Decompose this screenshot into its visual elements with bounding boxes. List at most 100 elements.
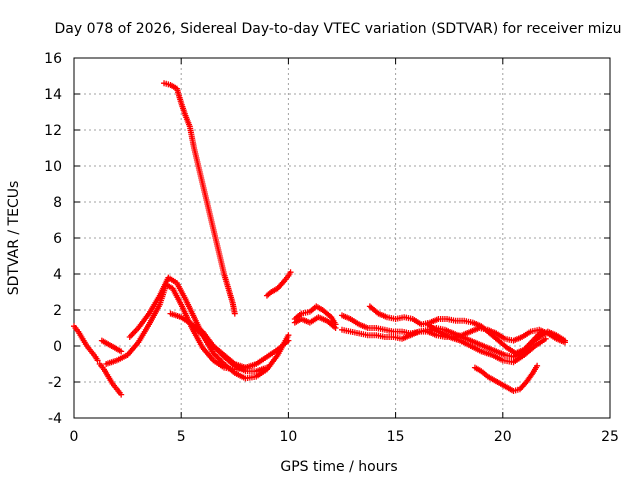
data-point [173, 85, 184, 105]
data-point [510, 386, 521, 394]
data-point [165, 274, 179, 285]
data-point [461, 317, 474, 326]
data-point [92, 353, 100, 362]
data-point [203, 199, 214, 221]
data-point [435, 328, 451, 340]
data-point [523, 371, 535, 385]
data-point [450, 330, 464, 340]
data-point [478, 368, 490, 379]
data-point [298, 316, 312, 325]
series-track-o [424, 321, 549, 366]
data-point [253, 355, 269, 367]
data-point [182, 112, 193, 128]
data-point [71, 323, 80, 333]
data-point [521, 339, 535, 353]
data-point [538, 328, 545, 335]
data-point [146, 294, 162, 317]
data-point [210, 343, 226, 359]
data-point [467, 343, 483, 354]
data-point [529, 364, 540, 376]
axis-ticks: -4 -2 0 2 4 6 8 10 12 14 16 0 5 10 15 20 25 [44, 51, 619, 445]
data-point [531, 337, 547, 349]
data-point [467, 325, 481, 335]
data-point [96, 361, 106, 371]
data-point [486, 330, 501, 343]
data-point [118, 348, 125, 355]
y-tick-label: 12 [44, 123, 62, 139]
data-point [332, 325, 339, 331]
data-point [561, 337, 568, 344]
data-point [491, 377, 503, 386]
data-point [188, 321, 204, 334]
data-point [516, 380, 529, 393]
data-point [188, 325, 205, 349]
data-point [169, 285, 184, 306]
data-point [113, 386, 123, 396]
data-points [71, 80, 568, 398]
data-point [231, 362, 247, 374]
data-point [199, 344, 216, 362]
y-tick-label: 10 [44, 159, 62, 175]
data-point [313, 303, 325, 313]
data-point [105, 373, 115, 385]
data-point [399, 332, 412, 342]
y-tick-label: -2 [48, 375, 62, 391]
data-point [111, 344, 123, 354]
data-point [323, 317, 338, 330]
data-point [315, 314, 329, 324]
data-point [291, 311, 303, 322]
data-point [199, 328, 216, 348]
data-point [306, 315, 320, 326]
data-point [225, 285, 236, 304]
series-track-h [161, 80, 238, 317]
data-point [542, 335, 549, 342]
data-point [186, 123, 197, 150]
data-point [135, 323, 151, 346]
data-point [146, 303, 162, 328]
data-point [124, 340, 140, 358]
data-point [281, 274, 290, 285]
data-point [216, 253, 227, 275]
data-point [287, 269, 294, 276]
y-tick-label: 6 [53, 231, 62, 247]
data-point [467, 337, 481, 347]
data-point [75, 328, 85, 340]
data-point [356, 330, 369, 338]
y-tick-label: 14 [44, 87, 62, 103]
data-point [476, 341, 490, 351]
data-point [519, 329, 532, 340]
data-point [167, 82, 179, 91]
data-point [441, 326, 455, 336]
data-point [88, 348, 98, 358]
series-track-p [471, 362, 541, 394]
data-point [156, 276, 171, 299]
data-point [319, 307, 333, 319]
data-point [339, 326, 352, 335]
data-point [210, 350, 226, 366]
data-point [356, 321, 370, 331]
series-track-k [291, 314, 339, 331]
data-point [510, 334, 524, 344]
series-track-c [98, 337, 125, 355]
y-tick-label: 0 [53, 339, 62, 355]
data-point [268, 286, 280, 295]
y-tick-label: 4 [53, 267, 62, 283]
data-point [109, 380, 119, 391]
data-point [339, 312, 352, 322]
series-track-j [291, 303, 339, 328]
data-point [79, 335, 89, 348]
data-point [208, 217, 219, 239]
data-point [263, 364, 270, 371]
x-tick-label: 15 [387, 429, 405, 445]
series-track-g [188, 321, 270, 375]
data-point [512, 347, 526, 357]
data-point [373, 332, 386, 340]
data-point [366, 303, 381, 316]
data-point [126, 326, 140, 340]
data-point [221, 353, 237, 368]
x-tick-label: 0 [70, 429, 79, 445]
grid [74, 58, 610, 418]
data-point [553, 332, 567, 343]
y-tick-label: 16 [44, 51, 62, 67]
data-point [210, 357, 226, 370]
